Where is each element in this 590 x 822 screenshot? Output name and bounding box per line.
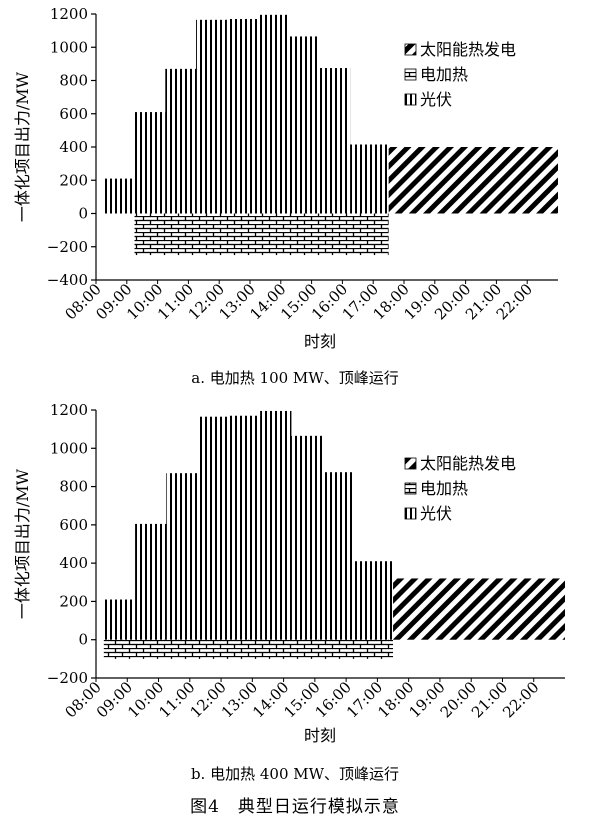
bar (350, 144, 389, 214)
x-axis-title: 时刻 (304, 332, 336, 351)
y-tick-label: 800 (59, 72, 88, 90)
legend-swatch (404, 507, 417, 520)
bar (388, 147, 558, 214)
y-tick-label: 200 (59, 592, 88, 610)
bar (260, 410, 292, 640)
legend-swatch (404, 457, 417, 470)
y-tick-label: 0 (78, 631, 88, 649)
bar (393, 578, 565, 640)
bar (134, 213, 389, 256)
y-tick-label: 1200 (50, 5, 88, 23)
bar (135, 523, 167, 640)
y-tick-label: 1000 (50, 439, 88, 457)
y-tick-label: −400 (47, 271, 88, 289)
chart-a-caption: a. 电加热 100 MW、顶峰运行 (191, 369, 399, 387)
bar (353, 561, 394, 640)
y-tick-label: −200 (47, 669, 88, 687)
bar (257, 14, 289, 214)
chart-b-caption: b. 电加热 400 MW、顶峰运行 (190, 765, 400, 783)
bar (134, 112, 166, 214)
y-axis-title: 一体化项目出力/MW (13, 71, 32, 222)
legend-label: 光伏 (420, 504, 452, 523)
bar (103, 639, 394, 659)
y-tick-label: 0 (78, 205, 88, 223)
bar (103, 178, 135, 214)
legend-label: 太阳能热发电 (420, 40, 516, 59)
y-tick-label: 800 (59, 478, 88, 496)
x-tick-label: 22:00 (493, 280, 536, 323)
legend-swatch (404, 43, 417, 56)
y-tick-label: −200 (47, 238, 88, 256)
chart-a: −400−20002004006008001000120008:0009:001… (13, 5, 558, 351)
legend-label: 电加热 (420, 479, 468, 498)
y-tick-label: 400 (59, 138, 88, 156)
bar (165, 68, 197, 214)
bar (322, 472, 354, 640)
bar (228, 415, 261, 640)
bar (226, 18, 258, 214)
y-tick-label: 1200 (50, 401, 88, 419)
legend-label: 电加热 (420, 65, 468, 84)
legend-swatch (404, 482, 417, 495)
legend-swatch (404, 68, 417, 81)
bar (196, 19, 227, 214)
y-axis-title: 一体化项目出力/MW (13, 468, 32, 619)
bar (166, 473, 198, 640)
y-tick-label: 1000 (50, 38, 88, 56)
legend-label: 光伏 (420, 90, 452, 109)
bar (197, 416, 229, 640)
y-tick-label: 200 (59, 171, 88, 189)
y-tick-label: 600 (59, 516, 88, 534)
bar (103, 599, 136, 640)
legend-swatch (404, 93, 417, 106)
x-tick-label: 22:00 (499, 678, 542, 721)
x-axis-title: 时刻 (304, 726, 336, 745)
figure-caption: 图4 典型日运行模拟示意 (190, 797, 400, 817)
bar (291, 435, 323, 640)
y-tick-label: 400 (59, 554, 88, 572)
legend-label: 太阳能热发电 (420, 454, 516, 473)
bar (288, 36, 320, 214)
bar (319, 68, 351, 214)
y-tick-label: 600 (59, 105, 88, 123)
chart-b: −20002004006008001000120008:0009:0010:00… (13, 401, 565, 745)
